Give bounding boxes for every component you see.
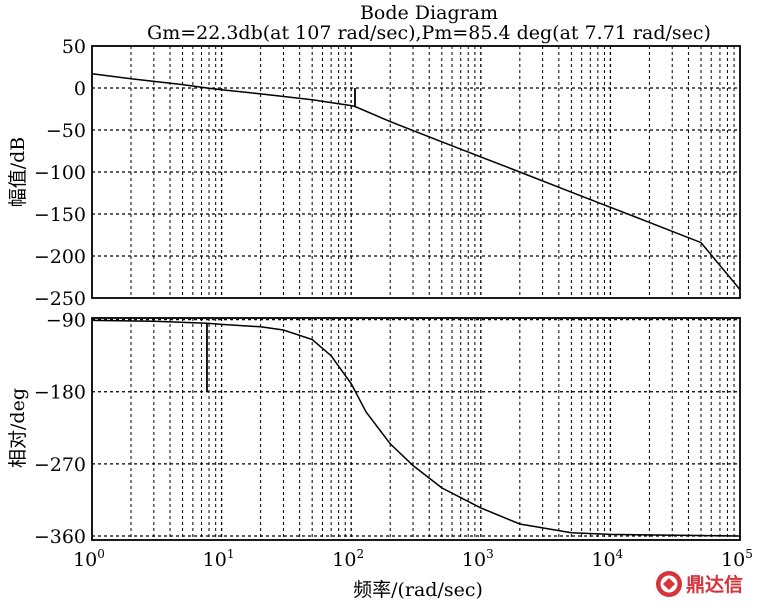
x-tick-label: 103	[462, 547, 494, 571]
phase-y-tick-label: −180	[34, 382, 86, 404]
magnitude-axis-label: 幅值/dB	[7, 137, 29, 208]
chart-title: Bode Diagram	[360, 2, 498, 24]
x-tick-label: 104	[591, 547, 623, 571]
magnitude-plot-frame	[91, 45, 741, 299]
x-tick-label: 105	[721, 547, 753, 571]
watermark: 鼎达信	[656, 571, 743, 597]
dingdaxin-logo-icon	[656, 571, 682, 597]
phase-response-line	[91, 319, 741, 537]
x-tick-label: 102	[332, 547, 364, 571]
magnitude-y-tick-label: 50	[62, 36, 86, 58]
x-tick-label: 101	[203, 547, 235, 571]
chart-subtitle: Gm=22.3db(at 107 rad/sec),Pm=85.4 deg(at…	[147, 22, 711, 44]
magnitude-y-tick-label: −200	[34, 246, 86, 268]
phase-y-tick-label: −360	[34, 526, 86, 548]
magnitude-y-tick-label: −250	[34, 288, 86, 310]
magnitude-response-line	[91, 72, 741, 291]
magnitude-y-tick-label: −50	[46, 120, 86, 142]
x-tick-label: 100	[73, 547, 105, 571]
phase-y-tick-label: −90	[46, 310, 86, 332]
phase-axis-label: 相对/deg	[7, 388, 29, 468]
magnitude-y-tick-label: 0	[74, 78, 86, 100]
phase-y-tick-label: −270	[34, 454, 86, 476]
watermark-text: 鼎达信	[686, 573, 743, 596]
phase-plot-frame	[91, 317, 741, 541]
frequency-axis-label: 频率/(rad/sec)	[353, 579, 483, 601]
magnitude-y-tick-label: −100	[34, 162, 86, 184]
magnitude-y-tick-label: −150	[34, 204, 86, 226]
magnitude-panel: 50 0 −50 −100 −150 −200 −250	[34, 36, 741, 310]
